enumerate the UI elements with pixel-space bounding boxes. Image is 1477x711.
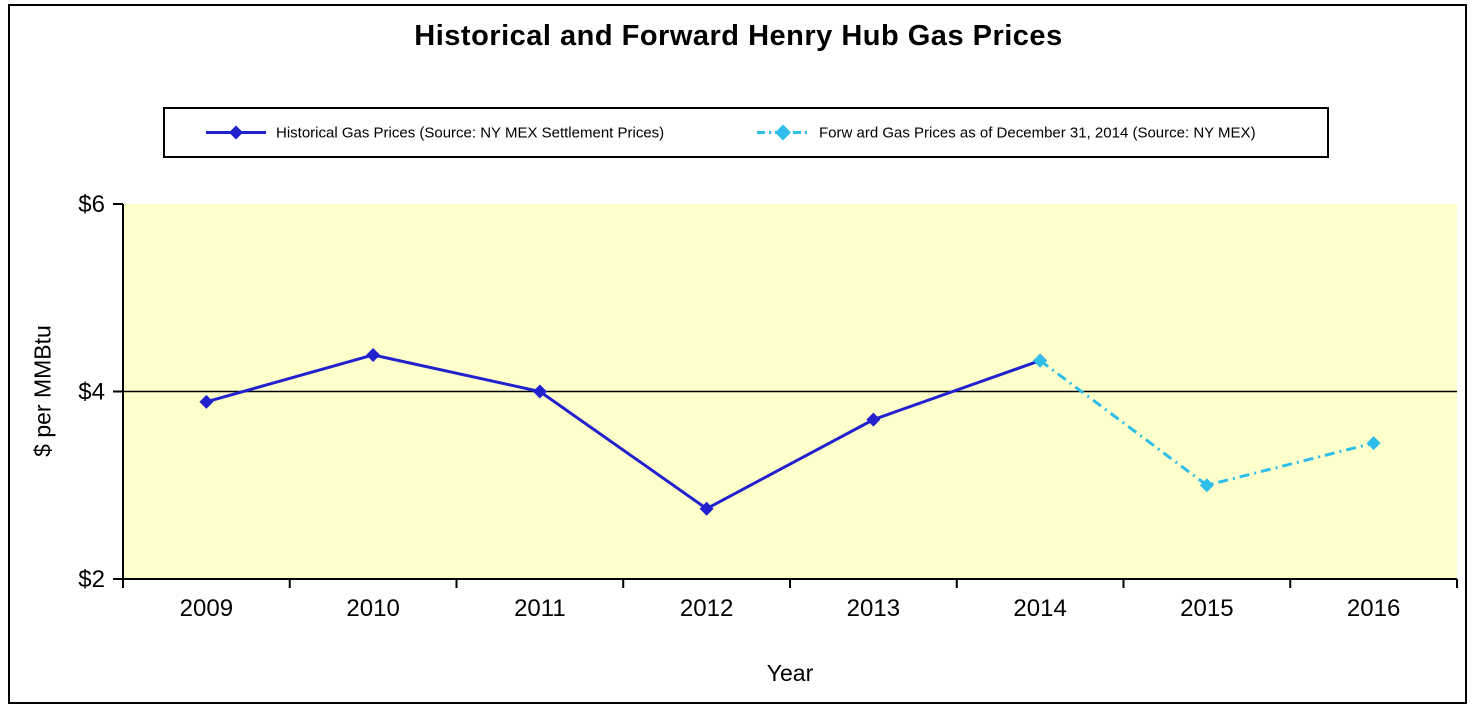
legend-label-historical: Historical Gas Prices (Source: NY MEX Se… [276,124,665,141]
legend: Historical Gas Prices (Source: NY MEX Se… [163,107,1329,158]
x-tick-label: 2012 [680,595,733,622]
x-axis-title: Year [766,660,814,686]
x-tick-label: 2015 [1180,595,1233,622]
data-point-marker-1 [1033,353,1048,368]
x-tick-label: 2014 [1013,595,1066,622]
data-point-marker-1 [1366,436,1381,451]
data-point-marker-0 [532,384,547,399]
legend-item-historical: Historical Gas Prices (Source: NY MEX Se… [205,124,664,141]
x-tick-label: 2010 [346,595,399,622]
chart-title: Historical and Forward Henry Hub Gas Pri… [414,20,1063,52]
x-tick-label: 2011 [514,595,566,622]
legend-item-forward: Forw ard Gas Prices as of December 31, 2… [756,124,1256,141]
series-line-0 [205,353,1041,511]
data-point-marker-0 [866,412,881,427]
x-tick-label: 2009 [180,595,233,622]
data-point-marker-0 [366,347,381,362]
y-axis-title: $ per MMBtu [29,325,56,457]
historical-line-diamond-icon [206,125,266,140]
data-point-marker-0 [699,501,714,516]
forward-dashdot-diamond-icon [757,124,809,141]
data-point-marker-1 [1199,478,1214,493]
series-line-1 [1039,359,1374,487]
x-tick-label: 2013 [847,595,900,622]
x-tick-label: 2016 [1347,595,1400,622]
y-tick-label: $2 [78,566,105,593]
data-point-marker-0 [199,394,214,409]
y-tick-label: $6 [78,191,105,218]
y-tick-label: $4 [78,379,105,406]
legend-label-forward: Forw ard Gas Prices as of December 31, 2… [819,124,1256,141]
